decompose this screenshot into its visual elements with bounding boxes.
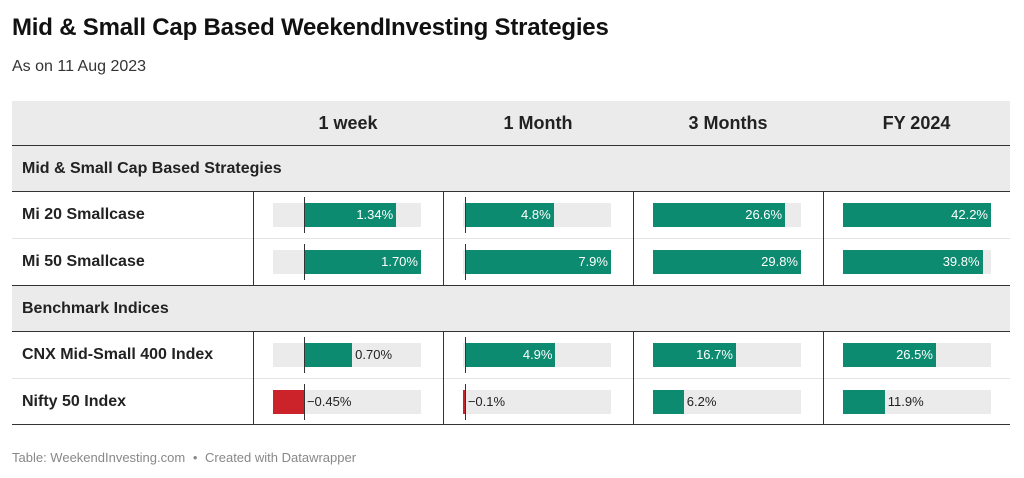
bar-mark	[653, 203, 786, 227]
bar-cell-1-month: 7.9%	[463, 244, 611, 280]
column-header-1-month: 1 Month	[503, 113, 573, 133]
footer-source: Table: WeekendInvesting.com	[12, 450, 186, 465]
bar-value-label: 26.5%	[896, 347, 933, 362]
bar-mark	[843, 203, 991, 227]
bar-mark	[273, 390, 304, 414]
bar-value-label: 11.9%	[887, 394, 924, 409]
group-bottom-rule	[12, 331, 1010, 332]
bar-value-label: −0.45%	[306, 394, 352, 409]
column-divider	[633, 192, 634, 285]
bar-mark	[464, 203, 554, 227]
bar-mark	[653, 390, 684, 414]
bar-value-label: 4.8%	[521, 207, 551, 222]
group-label-benchmarks: Benchmark Indices	[22, 300, 169, 317]
zero-baseline	[464, 244, 466, 280]
row-label-nifty-50: Nifty 50 Index	[22, 393, 127, 410]
zero-baseline	[303, 244, 305, 280]
bar-mark	[464, 250, 611, 274]
bar-value-label: −0.1%	[467, 394, 506, 409]
column-divider	[823, 332, 824, 424]
group-row-benchmarks	[12, 286, 1010, 331]
bar-value-label: 29.8%	[761, 254, 798, 269]
bar-cell-1-week: 0.70%	[273, 337, 421, 373]
bar-value-label: 16.7%	[696, 347, 733, 362]
row-label-mi-20: Mi 20 Smallcase	[22, 206, 145, 223]
bar-cell-1-week: 1.34%	[273, 197, 421, 233]
column-divider	[633, 332, 634, 424]
bar-value-label: 39.8%	[942, 254, 980, 269]
bar-mark	[303, 203, 397, 227]
group-top-rule	[12, 285, 1010, 286]
bar-mark	[464, 343, 556, 367]
group-label-strategies: Mid & Small Cap Based Strategies	[22, 160, 282, 177]
zero-baseline	[464, 384, 466, 420]
bar-value-label: 6.2%	[686, 394, 717, 409]
bar-cell-3-months: 6.2%	[653, 390, 801, 414]
zero-baseline	[303, 337, 305, 373]
bar-cell-3-months: 29.8%	[653, 250, 801, 274]
group-row-strategies	[12, 146, 1010, 191]
footer-credit: Created with Datawrapper	[205, 450, 357, 465]
bar-value-label: 26.6%	[745, 207, 783, 222]
column-divider	[253, 192, 254, 285]
bar-value-label: 1.70%	[381, 254, 418, 269]
zero-baseline	[303, 197, 305, 233]
bar-cell-fy-2024: 39.8%	[843, 250, 991, 274]
bar-mark	[653, 343, 736, 367]
zero-baseline	[464, 197, 466, 233]
row-label-cnx-midsmall-400: CNX Mid-Small 400 Index	[22, 346, 214, 363]
bar-cell-1-month: 4.9%	[463, 337, 611, 373]
bar-mark	[843, 390, 885, 414]
header-bottom-rule	[12, 145, 1010, 146]
bar-cell-fy-2024: 42.2%	[843, 203, 991, 227]
column-divider	[823, 192, 824, 285]
bar-track	[463, 390, 611, 414]
zero-baseline	[464, 337, 466, 373]
bar-cell-1-month: 4.8%	[463, 197, 611, 233]
zero-baseline	[303, 384, 305, 420]
bar-cell-fy-2024: 11.9%	[843, 390, 991, 414]
bar-cell-1-week: 1.70%	[273, 244, 421, 280]
bar-mark	[303, 250, 421, 274]
chart-footer: Table: WeekendInvesting.com • Created wi…	[12, 450, 356, 465]
column-header-fy-2024: FY 2024	[882, 113, 951, 133]
bar-cell-3-months: 16.7%	[653, 343, 801, 367]
bar-value-label: 1.34%	[356, 207, 394, 222]
row-divider	[12, 238, 1010, 239]
table-bottom-rule	[12, 424, 1010, 425]
bar-value-label: 0.70%	[355, 347, 393, 362]
footer-separator: •	[192, 450, 198, 465]
bar-mark	[463, 390, 465, 414]
column-divider	[443, 192, 444, 285]
table-header	[12, 101, 1010, 145]
bar-value-label: 7.9%	[578, 254, 608, 269]
bar-cell-1-month: −0.1%	[463, 384, 611, 420]
column-header-3-months: 3 Months	[688, 113, 768, 133]
column-divider	[253, 332, 254, 424]
column-header-1-week: 1 week	[318, 113, 378, 133]
chart-title: Mid & Small Cap Based WeekendInvesting S…	[12, 14, 609, 41]
column-divider	[443, 332, 444, 424]
data-table: 1 week 1 Month 3 Months FY 2024 Mid & Sm…	[12, 101, 1010, 425]
bar-mark	[843, 343, 936, 367]
bar-mark	[843, 250, 983, 274]
bar-cell-1-week: −0.45%	[273, 384, 421, 420]
bar-cell-3-months: 26.6%	[653, 203, 801, 227]
bar-cell-fy-2024: 26.5%	[843, 343, 991, 367]
bar-mark	[653, 250, 801, 274]
bar-value-label: 42.2%	[951, 207, 988, 222]
row-label-mi-50: Mi 50 Smallcase	[22, 253, 145, 270]
bar-mark	[303, 343, 353, 367]
group-bottom-rule	[12, 191, 1010, 192]
chart-subtitle: As on 11 Aug 2023	[12, 58, 147, 75]
row-divider	[12, 378, 1010, 379]
bar-value-label: 4.9%	[522, 347, 553, 362]
